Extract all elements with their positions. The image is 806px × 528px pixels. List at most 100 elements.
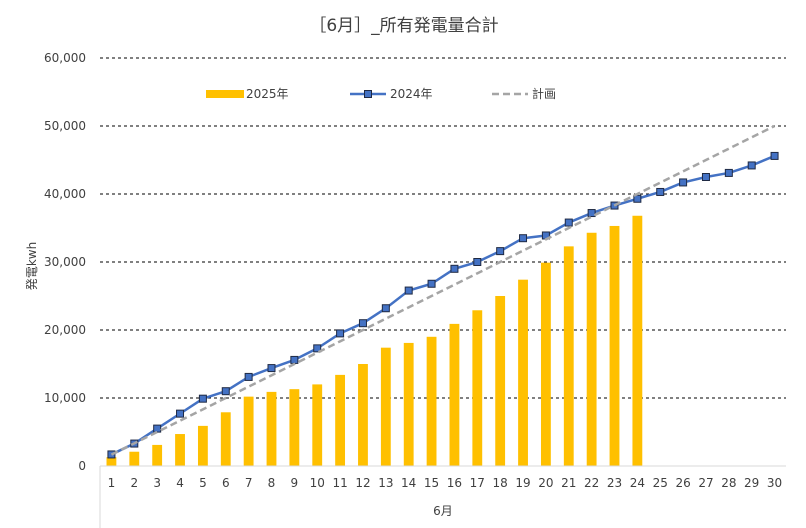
y-tick-label: 10,000 xyxy=(44,391,86,405)
series-point xyxy=(427,279,436,288)
bar xyxy=(220,412,231,466)
x-tick-label: 18 xyxy=(493,476,508,490)
y-tick-label: 20,000 xyxy=(44,323,86,337)
bar xyxy=(449,323,460,466)
bar xyxy=(380,347,391,466)
x-tick-label: 26 xyxy=(675,476,690,490)
series-point xyxy=(153,424,162,433)
bar xyxy=(106,457,117,466)
bar xyxy=(175,434,185,466)
bar xyxy=(266,391,277,466)
x-tick-label: 15 xyxy=(424,476,439,490)
legend-item: 2024年 xyxy=(350,87,433,101)
series-point xyxy=(679,178,688,187)
x-tick-label: 6 xyxy=(222,476,230,490)
x-tick-label: 10 xyxy=(310,476,325,490)
chart-title: ［6月］_所有発電量合計 xyxy=(309,16,498,36)
series-point xyxy=(701,173,710,181)
x-tick-label: 17 xyxy=(470,476,485,490)
x-axis: 1 2 3 4 5 6 7 8 9 10 11 12 13 14 15 16 17 18 19 20 21 22 23 24 2… xyxy=(99,465,786,528)
series-point xyxy=(519,234,528,243)
series-point xyxy=(496,247,505,256)
bar xyxy=(312,384,323,466)
x-tick-label: 9 xyxy=(291,476,299,490)
bar xyxy=(518,279,528,466)
bar xyxy=(335,374,346,466)
legend-label: 計画 xyxy=(532,86,556,101)
series-point xyxy=(381,304,390,313)
x-tick-label: 1 xyxy=(108,476,116,490)
bar-series xyxy=(106,215,643,466)
series-point xyxy=(244,372,253,381)
series-point xyxy=(724,168,733,177)
x-tick-label: 19 xyxy=(515,476,530,490)
x-tick-label: 12 xyxy=(355,476,370,490)
x-tick-label: 3 xyxy=(153,476,161,490)
bar xyxy=(540,262,551,466)
legend-item: 2025年 xyxy=(206,87,289,101)
bar xyxy=(129,451,140,466)
series-point xyxy=(450,264,459,273)
bar xyxy=(197,425,208,466)
bar xyxy=(632,215,643,466)
x-tick-label: 2 xyxy=(130,476,138,490)
bar xyxy=(495,296,506,466)
bar xyxy=(609,225,620,466)
x-tick-label: 28 xyxy=(721,476,736,490)
bar xyxy=(586,232,597,466)
x-tick-label: 8 xyxy=(268,476,276,490)
x-tick-label: 7 xyxy=(245,476,253,490)
x-tick-label: 30 xyxy=(767,476,782,490)
bar xyxy=(472,310,483,466)
y-tick-label: 40,000 xyxy=(44,187,86,201)
series-point xyxy=(587,209,596,218)
legend-swatch-marker xyxy=(364,90,372,98)
series-point xyxy=(770,151,779,160)
y-axis-ticks: 0 10,000 20,000 30,000 40,000 50,000 60,000 xyxy=(44,51,86,473)
plan-line xyxy=(110,124,776,456)
series-point xyxy=(221,387,230,396)
x-tick-label: 16 xyxy=(447,476,462,490)
series-point xyxy=(404,286,413,295)
x-tick-label: 11 xyxy=(332,476,347,490)
x-tick-label: 29 xyxy=(744,476,759,490)
series-point xyxy=(290,355,299,364)
x-tick-label: 20 xyxy=(538,476,553,490)
x-tick-label: 27 xyxy=(698,476,713,490)
x-tick-label: 24 xyxy=(630,476,645,490)
bar xyxy=(403,342,414,466)
x-axis-label: 6月 xyxy=(433,504,453,518)
legend: 2025年 2024年 計画 xyxy=(206,86,556,101)
legend-label: 2025年 xyxy=(246,87,289,101)
x-tick-label: 13 xyxy=(378,476,393,490)
x-tick-label: 21 xyxy=(561,476,576,490)
grid-lines xyxy=(100,57,786,399)
legend-item: 計画 xyxy=(492,86,556,101)
x-tick-label: 22 xyxy=(584,476,599,490)
y-tick-label: 30,000 xyxy=(44,255,86,269)
series-point xyxy=(473,258,482,266)
y-tick-label: 50,000 xyxy=(44,119,86,133)
series-point xyxy=(336,329,345,338)
bar xyxy=(358,364,368,466)
series-point xyxy=(267,364,276,373)
series-point xyxy=(176,409,185,418)
y-tick-label: 0 xyxy=(78,459,86,473)
series-point xyxy=(358,319,367,328)
bar xyxy=(289,389,300,466)
x-tick-label: 25 xyxy=(653,476,668,490)
series-point xyxy=(313,344,322,353)
x-tick-label: 14 xyxy=(401,476,416,490)
series-point xyxy=(198,394,207,403)
legend-swatch-bar xyxy=(206,90,244,98)
bar xyxy=(563,246,574,466)
y-axis-label: 発電kwh xyxy=(25,242,39,290)
series-point xyxy=(656,187,665,196)
series-point xyxy=(747,161,756,170)
series-point xyxy=(564,218,573,227)
series-line xyxy=(110,154,776,456)
x-tick-label: 23 xyxy=(607,476,622,490)
bar xyxy=(152,444,163,466)
